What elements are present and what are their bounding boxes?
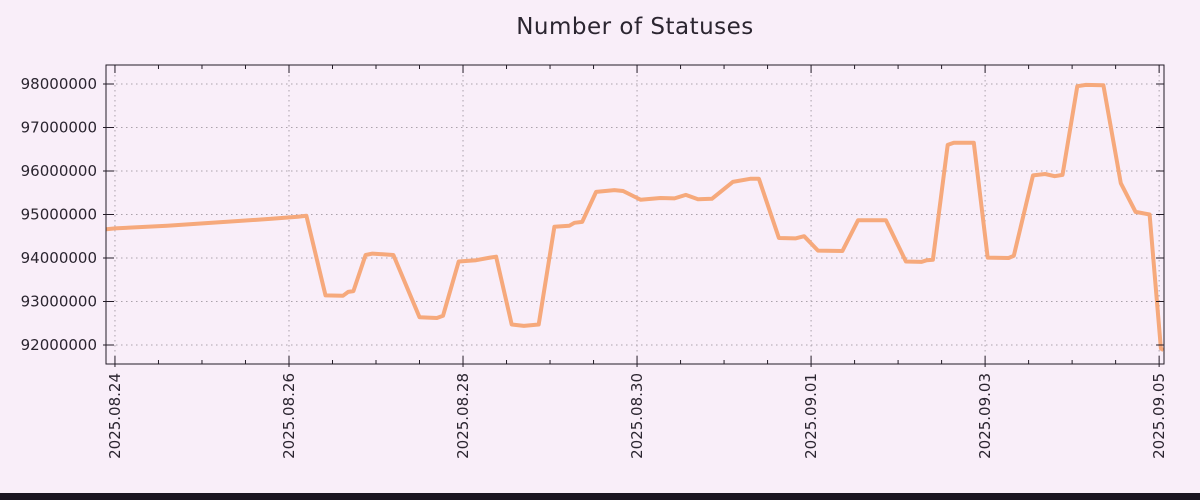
y-tick-label: 92000000 — [21, 336, 97, 354]
x-tick-label: 2025.08.30 — [628, 373, 646, 459]
y-tick-label: 95000000 — [21, 206, 97, 224]
page-bottom-bar — [0, 493, 1200, 500]
x-tick-label: 2025.09.03 — [976, 373, 994, 459]
y-tick-label: 94000000 — [21, 249, 97, 267]
x-tick-label: 2025.08.28 — [454, 373, 472, 459]
statuses-line — [106, 82, 1165, 352]
plot-area — [106, 65, 1164, 364]
x-tick-label: 2025.09.01 — [802, 373, 820, 459]
x-tick-label: 2025.09.05 — [1150, 373, 1168, 459]
y-tick-label: 96000000 — [21, 162, 97, 180]
chart-title: Number of Statuses — [516, 14, 754, 40]
y-tick-label: 98000000 — [21, 75, 97, 93]
x-tick-label: 2025.08.24 — [106, 373, 124, 459]
x-tick-label: 2025.08.26 — [280, 373, 298, 459]
y-tick-label: 97000000 — [21, 119, 97, 137]
y-tick-label: 93000000 — [21, 292, 97, 310]
